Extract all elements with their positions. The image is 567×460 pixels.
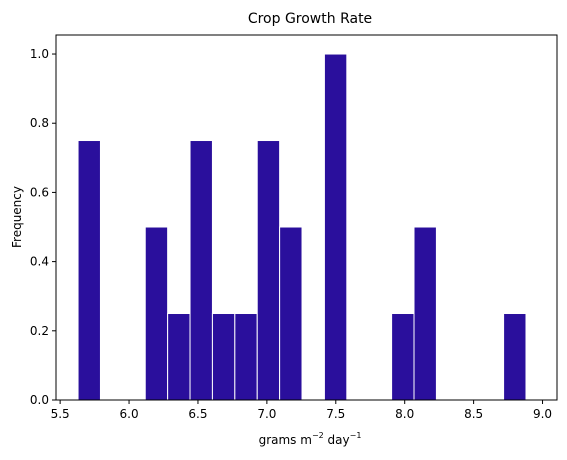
y-tick-label-6: 1.0: [30, 47, 49, 61]
chart-title: Crop Growth Rate: [248, 11, 372, 27]
x-axis-label-exponent-2: −1: [350, 431, 362, 440]
x-tick-label-7: 8.5: [464, 407, 483, 421]
histogram-bar-4: [189, 140, 213, 401]
y-tick-label-2: 0.2: [30, 324, 49, 338]
x-axis-label: grams m−2 day−1: [259, 431, 362, 447]
x-axis-label-exponent-1: −2: [312, 431, 324, 440]
y-tick-label-3: 0.4: [30, 255, 49, 269]
x-tick-label-1: 5.5: [51, 407, 70, 421]
bars-group: [77, 53, 527, 401]
histogram-bar-10: [391, 313, 415, 401]
y-tick-label-4: 0.6: [30, 185, 49, 199]
x-tick-label-5: 7.5: [326, 407, 345, 421]
histogram-bar-2: [144, 226, 169, 401]
histogram-bar-7: [256, 140, 281, 401]
x-tick-label-3: 6.5: [188, 407, 207, 421]
x-axis-label-part-1: grams m: [259, 433, 312, 447]
y-axis-label: Frequency: [10, 186, 24, 248]
y-axis-ticks: 0.0 0.2 0.4 0.6 0.8 1.0: [30, 47, 56, 407]
plot-frame: [55, 34, 558, 401]
x-tick-label-8: 9.0: [533, 407, 552, 421]
histogram-bar-9: [323, 53, 348, 401]
histogram-bar-6: [234, 313, 258, 401]
x-axis-ticks: 5.5 6.0 6.5 7.0 7.5 8.0 8.5 9.0: [51, 400, 552, 421]
x-tick-label-4: 7.0: [257, 407, 276, 421]
histogram-bar-3: [167, 313, 191, 401]
histogram-bar-12: [503, 313, 527, 401]
y-tick-label-1: 0.0: [30, 393, 49, 407]
x-axis-label-part-2: day: [324, 433, 350, 447]
histogram-bar-5: [211, 313, 236, 401]
histogram-bar-11: [413, 226, 437, 401]
histogram-bar-8: [279, 226, 303, 401]
histogram-bar-1: [77, 140, 101, 401]
x-tick-label-2: 6.0: [120, 407, 139, 421]
x-tick-label-6: 8.0: [395, 407, 414, 421]
y-tick-label-5: 0.8: [30, 116, 49, 130]
